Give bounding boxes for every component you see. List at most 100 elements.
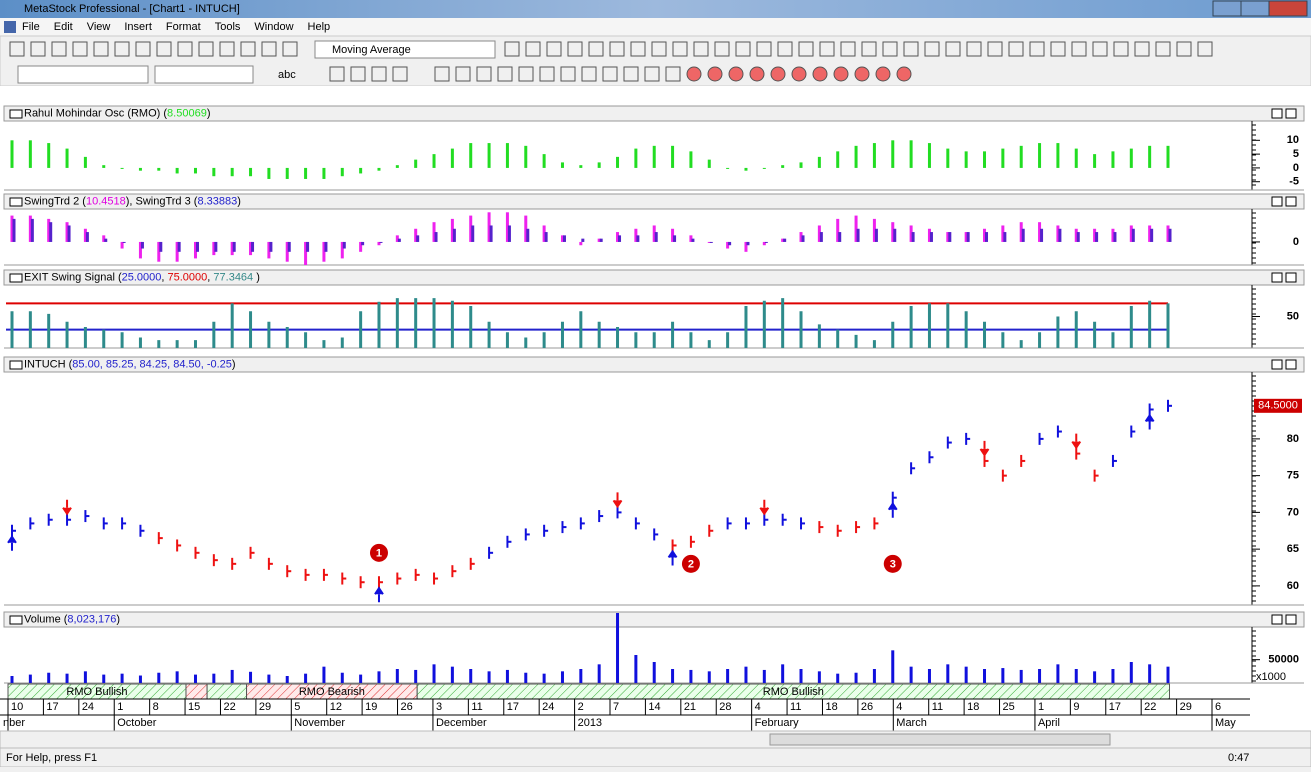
tool-button[interactable] [966,41,982,57]
maximize-button[interactable] [1240,0,1270,17]
line-style-dropdown[interactable] [17,65,149,84]
tool-button[interactable] [455,66,471,82]
tool-button[interactable] [630,41,646,57]
tool-button[interactable] [686,66,702,82]
tool-button[interactable] [812,66,828,82]
tool-button[interactable] [749,66,765,82]
tool-button[interactable] [819,41,835,57]
tool-button[interactable] [693,41,709,57]
tool-button[interactable] [539,66,555,82]
tool-button[interactable] [114,41,130,57]
tool-button[interactable] [350,66,366,82]
close-button[interactable] [1268,0,1308,17]
menu-item[interactable]: Window [254,21,293,33]
tool-button[interactable] [651,41,667,57]
panel-restore[interactable] [1271,108,1283,119]
tool-button[interactable] [770,66,786,82]
tool-button[interactable] [882,41,898,57]
scrollbar[interactable] [0,730,1311,749]
tool-button[interactable] [560,66,576,82]
tool-button[interactable] [567,41,583,57]
tool-button[interactable] [1113,41,1129,57]
tool-button[interactable] [72,41,88,57]
panel-restore[interactable] [1271,272,1283,283]
tool-button[interactable] [840,41,856,57]
tool-button[interactable] [581,66,597,82]
tool-button[interactable] [135,41,151,57]
tool-button[interactable] [261,41,277,57]
panel-close[interactable] [1285,359,1297,370]
tool-button[interactable] [861,41,877,57]
tool-button[interactable] [588,41,604,57]
menu-item[interactable]: Tools [215,21,241,33]
tool-button[interactable] [219,41,235,57]
tool-button[interactable] [93,41,109,57]
tool-button[interactable] [282,41,298,57]
panel-restore[interactable] [1271,614,1283,625]
tool-button[interactable] [896,66,912,82]
tool-button[interactable] [497,66,513,82]
minimize-button[interactable] [1212,0,1242,17]
menu-item[interactable]: Insert [124,21,152,33]
tool-button[interactable] [798,41,814,57]
panel-close[interactable] [1285,614,1297,625]
tool-button[interactable] [30,41,46,57]
tool-button[interactable] [156,41,172,57]
tool-button[interactable] [903,41,919,57]
tool-button[interactable] [546,41,562,57]
text-tool[interactable]: abc [278,69,296,81]
tool-button[interactable] [602,66,618,82]
tool-button[interactable] [644,66,660,82]
tool-button[interactable] [833,66,849,82]
tool-button[interactable] [1050,41,1066,57]
line-width-dropdown[interactable] [154,65,254,84]
tool-button[interactable] [504,41,520,57]
tool-button[interactable] [1197,41,1213,57]
menu-item[interactable]: Help [308,21,331,33]
panel-close[interactable] [1285,272,1297,283]
tool-button[interactable] [371,66,387,82]
tool-button[interactable] [791,66,807,82]
tool-button[interactable] [240,41,256,57]
tool-button[interactable] [707,66,723,82]
tool-button[interactable] [714,41,730,57]
scroll-thumb[interactable] [769,733,1111,746]
tool-button[interactable] [854,66,870,82]
tool-button[interactable] [1071,41,1087,57]
indicator-dropdown[interactable] [314,40,496,59]
menu-item[interactable]: Edit [54,21,73,33]
tool-button[interactable] [51,41,67,57]
tool-button[interactable] [329,66,345,82]
tool-button[interactable] [1176,41,1192,57]
menu-item[interactable]: View [87,21,111,33]
tool-button[interactable] [665,66,681,82]
tool-button[interactable] [434,66,450,82]
tool-button[interactable] [672,41,688,57]
tool-button[interactable] [756,41,772,57]
tool-button[interactable] [177,41,193,57]
panel-restore[interactable] [1271,196,1283,207]
tool-button[interactable] [198,41,214,57]
tool-button[interactable] [1155,41,1171,57]
tool-button[interactable] [875,66,891,82]
tool-button[interactable] [945,41,961,57]
menu-item[interactable]: File [22,21,40,33]
tool-button[interactable] [987,41,1003,57]
tool-button[interactable] [1134,41,1150,57]
tool-button[interactable] [1092,41,1108,57]
tool-button[interactable] [735,41,751,57]
tool-button[interactable] [777,41,793,57]
menu-item[interactable]: Format [166,21,201,33]
tool-button[interactable] [9,41,25,57]
tool-button[interactable] [623,66,639,82]
tool-button[interactable] [392,66,408,82]
tool-button[interactable] [525,41,541,57]
tool-button[interactable] [728,66,744,82]
tool-button[interactable] [924,41,940,57]
panel-restore[interactable] [1271,359,1283,370]
tool-button[interactable] [518,66,534,82]
tool-button[interactable] [1008,41,1024,57]
tool-button[interactable] [476,66,492,82]
panel-close[interactable] [1285,196,1297,207]
tool-button[interactable] [609,41,625,57]
